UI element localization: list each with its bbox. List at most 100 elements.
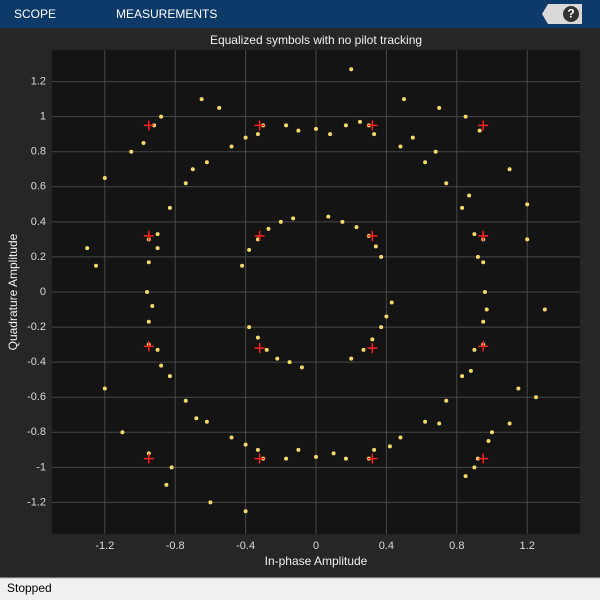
x-tick-label: 0.8 bbox=[449, 540, 464, 552]
x-tick-label: 0 bbox=[313, 540, 319, 552]
reference-point bbox=[478, 230, 489, 241]
symbol-point bbox=[120, 430, 125, 435]
symbol-point bbox=[284, 456, 289, 461]
symbol-point bbox=[534, 395, 538, 400]
y-tick-label: 0.8 bbox=[31, 146, 46, 158]
symbol-point bbox=[255, 447, 260, 452]
y-tick-label: -0.6 bbox=[27, 391, 46, 403]
symbol-point bbox=[146, 451, 151, 456]
symbol-point bbox=[164, 482, 169, 487]
reference-point bbox=[478, 453, 489, 464]
symbol-point bbox=[278, 219, 283, 224]
symbol-point bbox=[314, 454, 318, 459]
symbol-point bbox=[423, 419, 428, 424]
symbol-point bbox=[481, 319, 486, 324]
symbol-point bbox=[343, 123, 348, 128]
symbol-point bbox=[243, 135, 248, 140]
y-tick-label: -1 bbox=[36, 461, 46, 473]
symbol-point bbox=[146, 319, 151, 324]
help-icon[interactable] bbox=[563, 6, 579, 22]
symbol-point bbox=[384, 314, 389, 319]
symbol-point bbox=[159, 363, 164, 368]
symbol-point bbox=[208, 500, 213, 505]
reference-point bbox=[367, 120, 378, 131]
symbol-point bbox=[102, 176, 107, 181]
symbol-point bbox=[516, 386, 521, 391]
symbol-point bbox=[398, 435, 403, 440]
reference-point bbox=[254, 453, 265, 464]
symbol-point bbox=[326, 214, 331, 219]
measurements-tab[interactable]: MEASUREMENTS bbox=[116, 7, 217, 21]
reference-point bbox=[143, 341, 154, 352]
symbol-point bbox=[243, 442, 248, 447]
symbol-point bbox=[484, 307, 489, 312]
symbol-point bbox=[229, 144, 234, 149]
symbol-point bbox=[507, 421, 512, 426]
symbol-point bbox=[477, 128, 482, 133]
reference-point bbox=[143, 120, 154, 131]
reference-point bbox=[254, 120, 265, 131]
symbol-point bbox=[444, 181, 449, 186]
symbol-point bbox=[240, 263, 245, 268]
y-tick-label: 1.2 bbox=[31, 75, 46, 87]
reference-point bbox=[367, 230, 378, 241]
symbol-point bbox=[287, 360, 292, 365]
symbol-point bbox=[361, 347, 366, 352]
symbol-point bbox=[155, 246, 160, 251]
symbol-point bbox=[349, 67, 354, 72]
symbol-point bbox=[217, 105, 222, 110]
symbol-point bbox=[204, 419, 209, 424]
symbol-point bbox=[199, 97, 204, 102]
symbol-point bbox=[183, 181, 188, 186]
symbol-point bbox=[204, 160, 209, 165]
symbol-point bbox=[129, 149, 134, 154]
y-tick-label: 1 bbox=[40, 111, 46, 123]
x-tick-label: -0.8 bbox=[166, 540, 185, 552]
symbol-point bbox=[284, 123, 289, 128]
symbol-point bbox=[460, 374, 465, 379]
symbol-point bbox=[370, 337, 375, 342]
symbol-point bbox=[472, 465, 477, 470]
symbol-point bbox=[468, 368, 473, 373]
reference-point bbox=[254, 343, 265, 354]
symbol-point bbox=[433, 149, 438, 154]
symbol-point bbox=[159, 114, 164, 119]
chart-title: Equalized symbols with no pilot tracking bbox=[210, 33, 422, 47]
symbol-point bbox=[486, 439, 491, 444]
symbol-point bbox=[155, 347, 160, 352]
y-tick-label: 0 bbox=[40, 286, 46, 298]
x-axis-label: In-phase Amplitude bbox=[265, 554, 368, 568]
symbol-point bbox=[243, 509, 248, 514]
symbol-point bbox=[94, 263, 98, 268]
symbol-point bbox=[542, 307, 547, 312]
symbol-point bbox=[152, 123, 157, 128]
symbol-point bbox=[423, 160, 428, 165]
symbol-point bbox=[525, 202, 530, 207]
symbol-point bbox=[437, 421, 442, 426]
symbol-point bbox=[460, 205, 465, 210]
symbol-point bbox=[490, 430, 494, 435]
symbol-point bbox=[410, 135, 415, 140]
symbol-point bbox=[266, 226, 271, 231]
symbol-point bbox=[472, 347, 477, 352]
status-text: Stopped bbox=[7, 581, 52, 595]
symbol-point bbox=[145, 290, 150, 294]
symbol-point bbox=[167, 374, 172, 379]
symbol-point bbox=[146, 260, 151, 265]
symbol-point bbox=[264, 347, 269, 352]
symbol-point bbox=[314, 126, 318, 131]
symbol-point bbox=[372, 447, 377, 452]
symbol-point bbox=[190, 167, 195, 172]
symbol-point bbox=[85, 246, 90, 251]
help-label[interactable]: ? bbox=[567, 7, 574, 21]
symbol-point bbox=[102, 386, 107, 391]
symbol-point bbox=[373, 244, 378, 249]
symbol-point bbox=[358, 119, 362, 124]
scope-tab[interactable]: SCOPE bbox=[14, 7, 56, 21]
symbol-point bbox=[482, 290, 487, 294]
symbol-point bbox=[183, 398, 188, 403]
help-button[interactable]: ? bbox=[542, 4, 582, 24]
symbol-point bbox=[328, 132, 333, 137]
y-tick-label: 0.4 bbox=[31, 216, 46, 228]
reference-point bbox=[478, 341, 489, 352]
